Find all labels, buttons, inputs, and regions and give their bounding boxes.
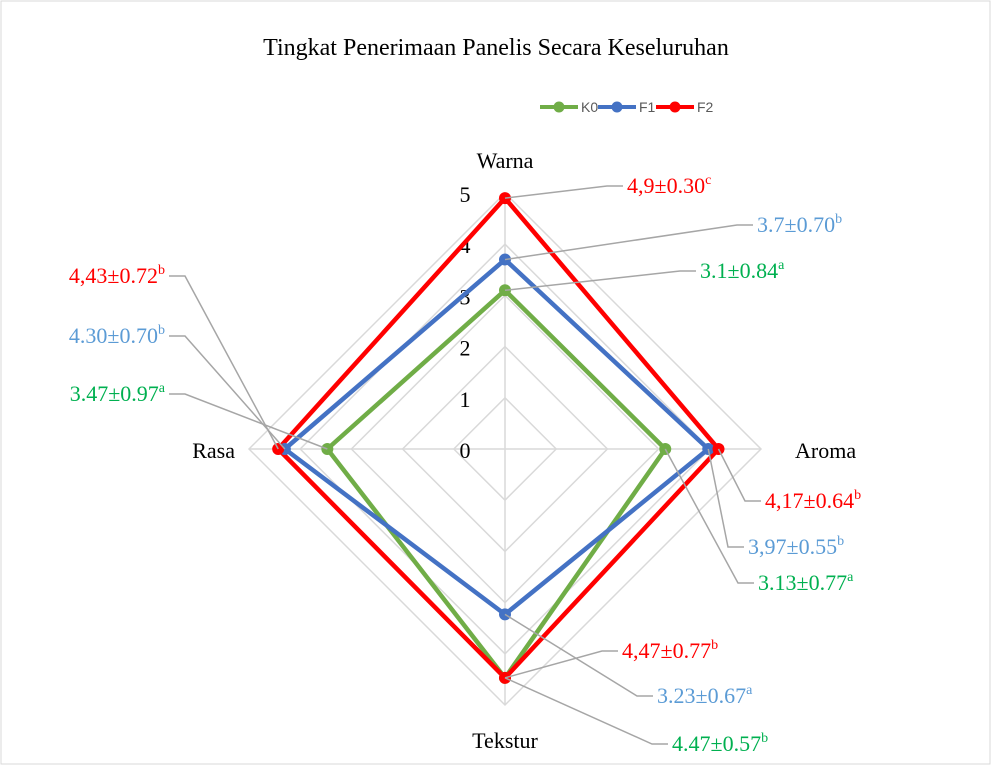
data-label: 4,9±0.30c [627, 173, 711, 198]
data-label: 4.30±0.70b [69, 323, 165, 348]
data-label: 4,43±0.72b [69, 263, 165, 288]
r-tick-label: 2 [460, 336, 471, 361]
category-label: Warna [477, 148, 534, 173]
data-label: 3,97±0.55b [748, 534, 844, 559]
leader-line [707, 448, 744, 548]
legend-label: K0 [581, 99, 598, 115]
category-label: Aroma [795, 438, 856, 463]
legend-label: F2 [697, 99, 714, 115]
leader-line [504, 185, 623, 199]
r-tick-label: 5 [460, 182, 471, 207]
data-label: 3.13±0.77a [758, 570, 854, 595]
data-label: 3.7±0.70b [757, 212, 842, 237]
legend-marker [553, 101, 565, 113]
legend-marker [669, 101, 681, 113]
r-tick-label: 1 [460, 387, 471, 412]
legend-marker [611, 101, 623, 113]
legend-label: F1 [639, 99, 656, 115]
leader-line [169, 393, 328, 450]
chart-title: Tingkat Penerimaan Panelis Secara Keselu… [263, 35, 729, 61]
data-label: 4,17±0.64b [765, 488, 861, 513]
data-label: 3.47±0.97a [70, 381, 166, 406]
r-tick-label: 0 [460, 438, 471, 463]
category-label: Rasa [192, 438, 235, 463]
data-label: 4,47±0.77b [622, 638, 718, 663]
leader-line [169, 335, 286, 450]
leader-line [169, 275, 279, 450]
category-label: Tekstur [472, 728, 538, 753]
data-label: 4.47±0.57b [672, 731, 768, 756]
data-label: 3.1±0.84a [700, 258, 785, 283]
leader-line [504, 270, 696, 292]
leader-line [504, 224, 753, 261]
data-label: 3.23±0.67a [657, 683, 753, 708]
leader-line [664, 448, 754, 584]
leader-line [504, 613, 653, 697]
leader-line [504, 677, 668, 745]
leader-line [504, 650, 618, 679]
leader-line [717, 448, 761, 502]
